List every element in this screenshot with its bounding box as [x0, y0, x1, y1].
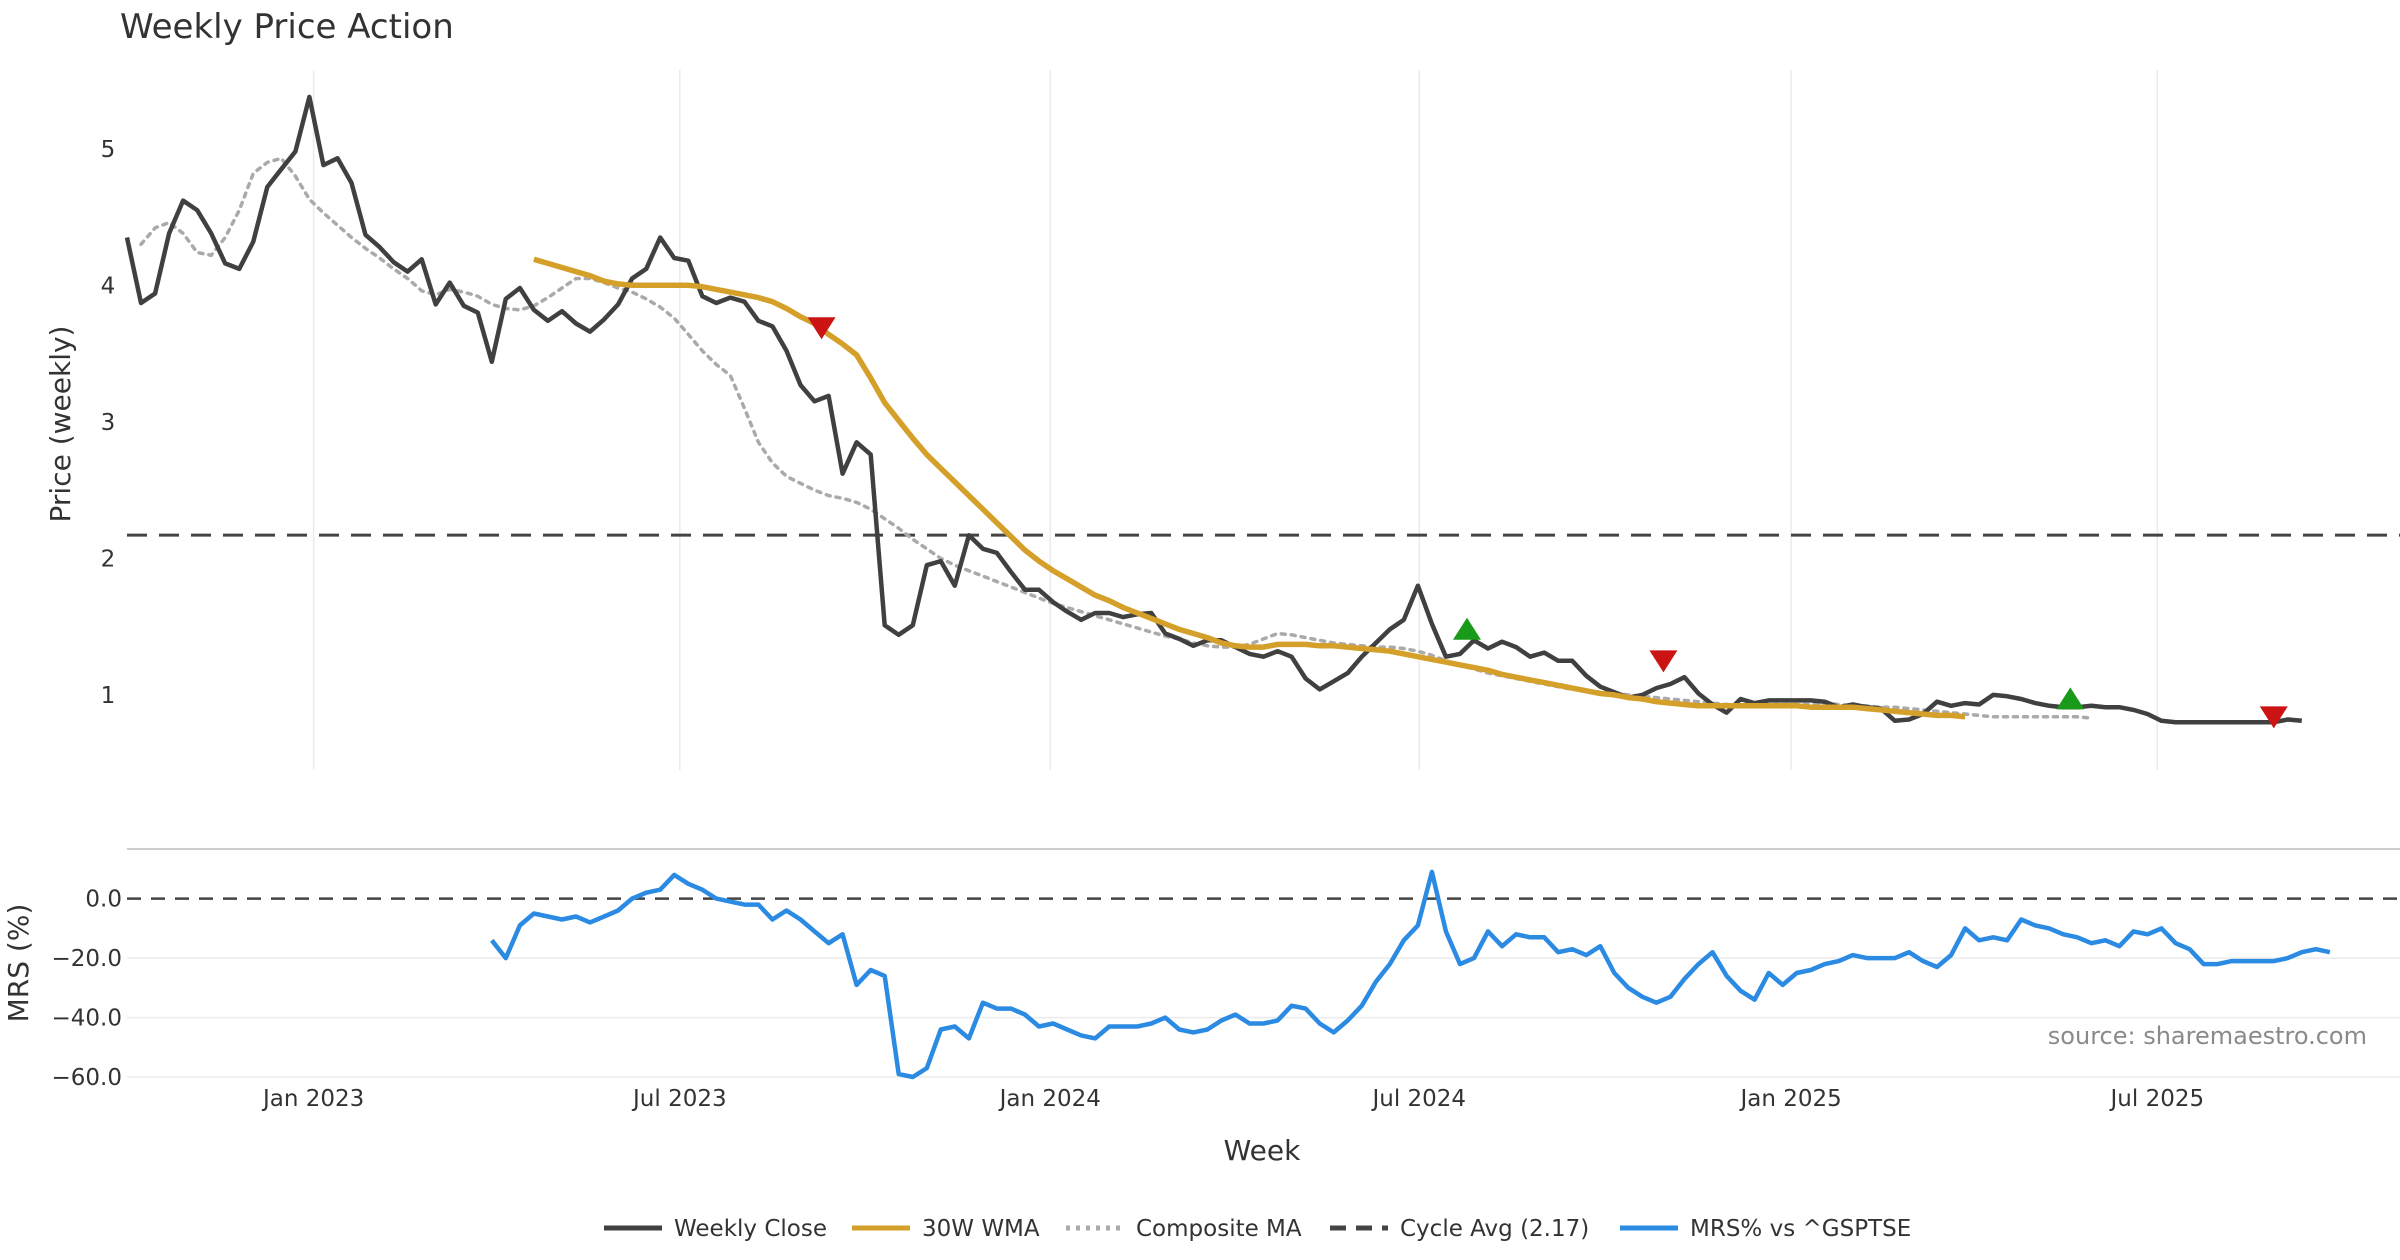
x-tick-label: Jan 2025	[1738, 1086, 1841, 1112]
legend-label: 30W WMA	[922, 1216, 1040, 1242]
weekly-close-series	[124, 94, 2303, 725]
price-y-tick-label: 3	[101, 410, 116, 436]
legend-label: Composite MA	[1136, 1216, 1302, 1242]
price-panel: 1 2 3 4 5 Price (weekly)	[44, 70, 2400, 770]
price-y-tick-label: 5	[101, 137, 116, 163]
legend-label: Weekly Close	[674, 1216, 827, 1242]
mrs-y-axis-label: MRS (%)	[2, 904, 35, 1023]
legend-label: MRS% vs ^GSPTSE	[1690, 1216, 1911, 1242]
price-y-tick-label: 2	[101, 546, 116, 572]
wma-30w-series	[533, 256, 1966, 720]
x-axis: Jan 2023 Jul 2023 Jan 2024 Jul 2024 Jan 2025…	[261, 1086, 2204, 1112]
mrs-y-tick-label: 0.0	[85, 887, 122, 913]
composite-ma-series	[139, 156, 2094, 720]
price-y-tick-label: 1	[101, 683, 116, 709]
chart-title: Weekly Price Action	[120, 7, 454, 47]
sell-signal-marker	[1649, 650, 1678, 673]
sell-signal-marker	[807, 317, 836, 340]
price-y-axis: 1 2 3 4 5	[101, 137, 116, 709]
mrs-y-axis: 0.0 −20.0 −40.0 −60.0	[52, 887, 2400, 1091]
x-tick-label: Jan 2023	[261, 1086, 364, 1112]
signal-markers	[807, 317, 2288, 729]
sell-signal-marker	[2259, 706, 2288, 729]
legend-label: Cycle Avg (2.17)	[1400, 1216, 1589, 1242]
x-axis-label: Week	[1224, 1134, 1301, 1167]
mrs-series	[490, 869, 2331, 1080]
mrs-y-tick-label: −60.0	[52, 1065, 122, 1091]
buy-signal-marker	[2056, 687, 2085, 710]
mrs-y-tick-label: −20.0	[52, 946, 122, 972]
price-y-axis-label: Price (weekly)	[44, 326, 77, 523]
x-tick-label: Jul 2023	[631, 1086, 727, 1112]
price-x-grid	[312, 70, 2159, 770]
mrs-y-tick-label: −40.0	[52, 1006, 122, 1032]
mrs-panel: 0.0 −20.0 −40.0 −60.0 MRS (%) source: share…	[2, 869, 2400, 1091]
source-note: source: sharemaestro.com	[2048, 1022, 2367, 1050]
buy-signal-marker	[1452, 617, 1481, 640]
legend: Weekly Close 30W WMA Composite MA Cycle Avg…	[604, 1216, 1911, 1242]
x-tick-label: Jul 2024	[1370, 1086, 1466, 1112]
x-tick-label: Jan 2024	[998, 1086, 1101, 1112]
price-y-tick-label: 4	[101, 273, 116, 299]
x-tick-label: Jul 2025	[2109, 1086, 2205, 1112]
